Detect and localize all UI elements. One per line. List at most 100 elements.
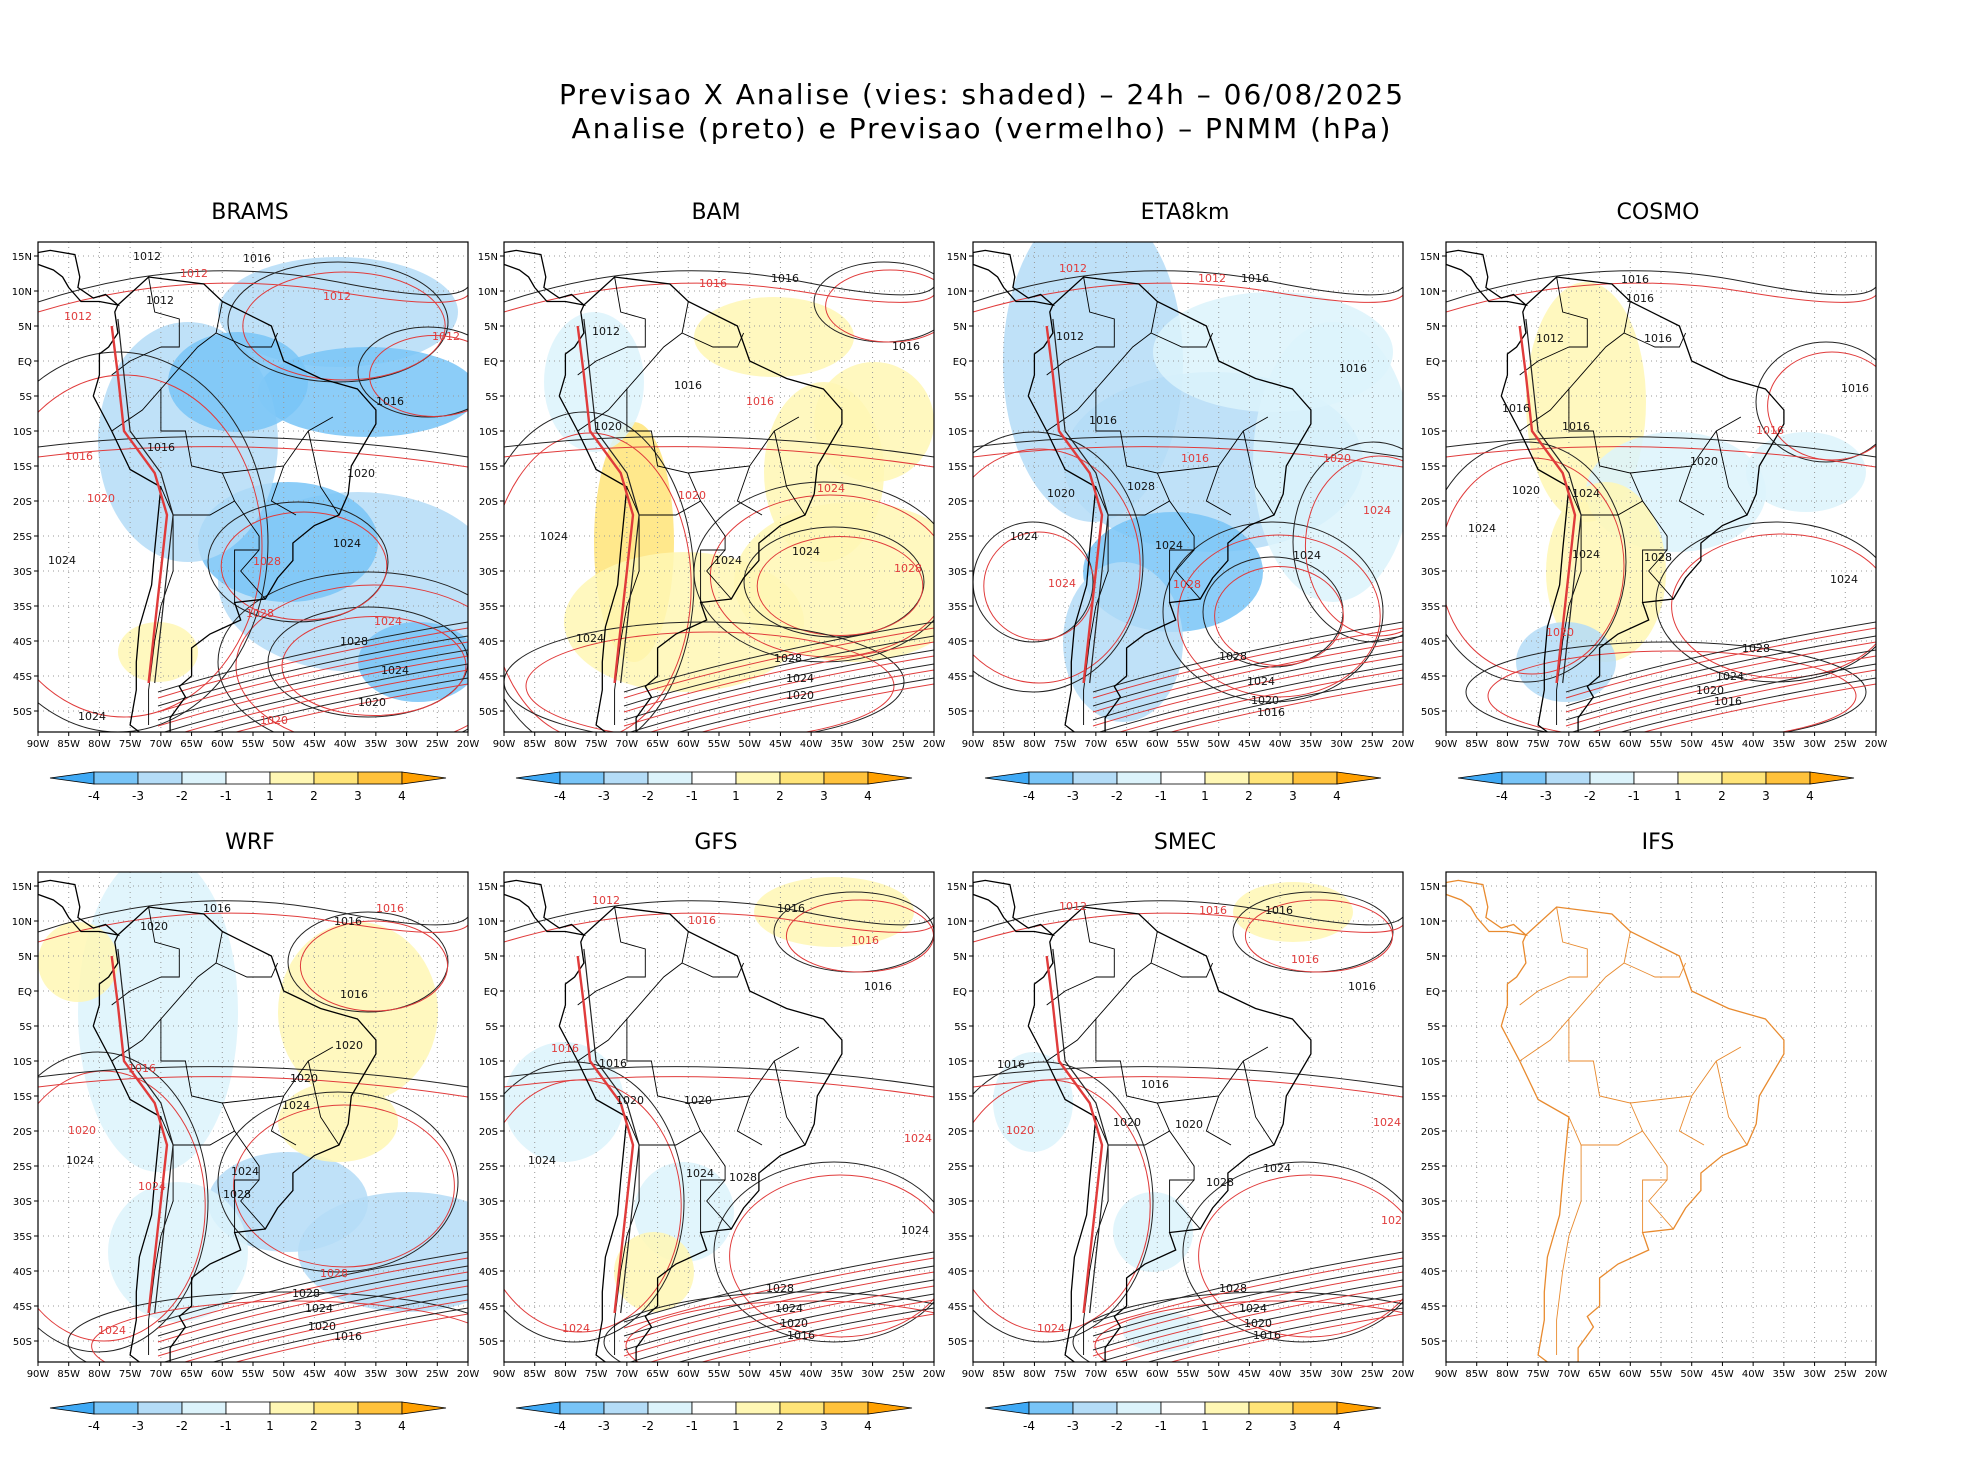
lat-tick-label: 5S xyxy=(485,1022,498,1033)
isobar-label: 1016 xyxy=(1339,362,1367,375)
analysis-isobar xyxy=(357,326,468,418)
isobar-label: 1012 xyxy=(1198,272,1226,285)
lon-tick-label: 25W xyxy=(892,1369,915,1380)
lat-tick-label: 5N xyxy=(1426,322,1440,333)
country-border xyxy=(1568,332,1625,390)
isobar-label: 1020 xyxy=(594,420,622,433)
lat-tick-label: 50S xyxy=(948,707,967,718)
coastline xyxy=(558,906,843,1362)
isobar-label: 1024 xyxy=(562,1322,590,1335)
lat-tick-label: 5N xyxy=(953,322,967,333)
analysis-isobar xyxy=(1092,621,1403,693)
lon-tick-label: 50W xyxy=(1680,1369,1703,1380)
lon-tick-label: 60W xyxy=(677,1369,700,1380)
country-border xyxy=(270,1095,297,1146)
lon-tick-label: 40W xyxy=(800,1369,823,1380)
lon-tick-label: 55W xyxy=(1177,1369,1200,1380)
bias-shading xyxy=(38,922,118,1002)
analysis-isobar xyxy=(1092,1265,1403,1337)
lon-tick-label: 65W xyxy=(180,1369,203,1380)
colorbar-label: -4 xyxy=(1023,1419,1035,1433)
forecast-isobar xyxy=(183,1299,468,1362)
panel-title: SMEC xyxy=(1153,830,1217,855)
colorbar-label: -1 xyxy=(686,1419,698,1433)
coastline xyxy=(38,249,121,307)
colorbar-segment xyxy=(181,1401,227,1415)
forecast-isobar xyxy=(234,1313,468,1362)
colorbar: -4 -3 -2 -1 1 2 3 4 xyxy=(984,1401,1382,1433)
analysis-isobar xyxy=(1446,441,1627,683)
lat-tick-label: 10N xyxy=(947,917,967,928)
colorbar-label: -2 xyxy=(176,1419,188,1433)
isobar-label: 1020 xyxy=(87,492,115,505)
analysis-isobar xyxy=(227,261,449,383)
country-border xyxy=(1046,387,1201,600)
isobar-label: 1024 xyxy=(576,632,604,645)
colorbar-segment xyxy=(867,1401,913,1415)
lat-tick-label: 15N xyxy=(947,882,967,893)
lat-tick-label: 20S xyxy=(479,1127,498,1138)
analysis-isobar xyxy=(157,621,468,693)
lat-tick-label: 50S xyxy=(1421,1337,1440,1348)
country-border xyxy=(614,1145,640,1355)
colorbar-label: -1 xyxy=(1628,789,1640,803)
bias-shading xyxy=(1516,622,1616,702)
lat-tick-label: 30S xyxy=(479,1197,498,1208)
colorbar-segment xyxy=(823,1401,869,1415)
forecast-isobar xyxy=(625,1300,934,1362)
lon-tick-label: 90W xyxy=(27,1369,50,1380)
isobar-label: 1016 xyxy=(1257,706,1285,719)
isobar-label: 1024 xyxy=(66,1154,94,1167)
colorbar-segment xyxy=(984,771,1030,785)
colorbar-segment xyxy=(1292,771,1338,785)
analysis-isobar xyxy=(1146,1307,1403,1362)
colorbar-segment xyxy=(1028,1401,1074,1415)
lat-tick-label: 40S xyxy=(1421,637,1440,648)
lon-tick-label: 25W xyxy=(892,739,915,750)
lat-tick-label: 10S xyxy=(948,1057,967,1068)
lon-tick-label: 75W xyxy=(1527,739,1550,750)
forecast-isobar xyxy=(1169,1313,1403,1362)
analysis-isobar xyxy=(504,621,905,732)
lat-tick-label: EQ xyxy=(953,987,967,998)
lon-tick-label: 65W xyxy=(646,1369,669,1380)
lon-tick-label: 40W xyxy=(1742,1369,1765,1380)
lon-tick-label: 65W xyxy=(1115,1369,1138,1380)
lon-tick-label: 70W xyxy=(616,739,639,750)
lon-tick-label: 85W xyxy=(57,739,80,750)
colorbar-segment xyxy=(269,771,315,785)
country-border xyxy=(1519,976,1570,1006)
lat-tick-label: 25S xyxy=(13,532,32,543)
lon-tick-label: 90W xyxy=(493,1369,516,1380)
lon-tick-label: 55W xyxy=(1177,739,1200,750)
isobar-label: 1024 xyxy=(305,1302,333,1315)
coastline xyxy=(504,879,587,937)
colorbar-label: 1 xyxy=(1674,789,1682,803)
colorbar-label: 4 xyxy=(1333,1419,1341,1433)
forecast-isobar xyxy=(1565,627,1876,699)
lat-tick-label: 15S xyxy=(948,462,967,473)
isobar-label: 1024 xyxy=(1263,1162,1291,1175)
isobar-label: 1016 xyxy=(864,980,892,993)
colorbar-label: 3 xyxy=(1289,789,1297,803)
country-border xyxy=(1715,1060,1748,1146)
lat-tick-label: 25S xyxy=(1421,1162,1440,1173)
isobar-label: 1024 xyxy=(1247,675,1275,688)
panel-smec: SMEC 1016 1016 1012 1016 1016 1016 1016 1020 1020… xyxy=(947,830,1415,1470)
lat-tick-label: 20S xyxy=(1421,1127,1440,1138)
country-border xyxy=(1150,301,1214,348)
lon-tick-label: 75W xyxy=(1054,1369,1077,1380)
lat-tick-label: 40S xyxy=(13,1267,32,1278)
lat-tick-label: 10S xyxy=(948,427,967,438)
analysis-isobar xyxy=(623,1265,934,1337)
colorbar-segment xyxy=(1809,771,1855,785)
lat-tick-label: 15N xyxy=(478,252,498,263)
lat-tick-label: 50S xyxy=(13,707,32,718)
panel-map: 1016 101610161020101610201016102010241020… xyxy=(12,871,479,1433)
andes-isobars xyxy=(1045,955,1104,1314)
isobar-label: 1012 xyxy=(592,325,620,338)
isobar-label: 1016 xyxy=(771,272,799,285)
coastline xyxy=(1027,276,1312,732)
coastline xyxy=(1446,249,1529,307)
isobar-label: 1016 xyxy=(551,1042,579,1055)
